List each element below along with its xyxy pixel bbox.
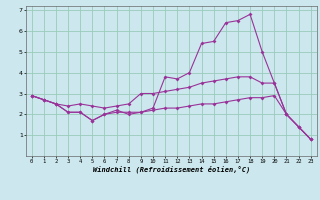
X-axis label: Windchill (Refroidissement éolien,°C): Windchill (Refroidissement éolien,°C)	[92, 165, 250, 173]
